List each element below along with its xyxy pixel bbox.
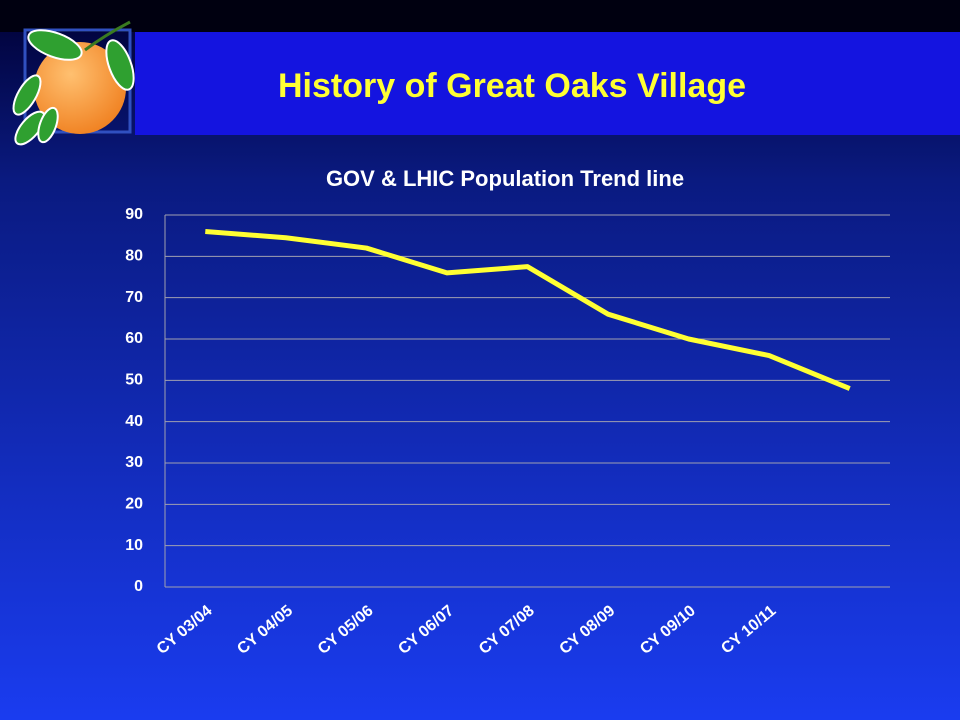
y-tick-label: 0 <box>134 578 143 595</box>
logo <box>12 20 135 146</box>
y-tick-label: 30 <box>125 454 143 471</box>
title-band <box>135 32 960 135</box>
y-tick-label: 90 <box>125 206 143 223</box>
trend-line <box>205 229 851 391</box>
y-tick-label: 20 <box>125 496 143 513</box>
top-bar <box>0 0 960 32</box>
slide-title: History of Great Oaks Village <box>278 67 746 105</box>
y-tick-label: 40 <box>125 413 143 430</box>
y-tick-label: 60 <box>125 330 143 347</box>
y-tick-label: 10 <box>125 537 143 554</box>
y-tick-label: 80 <box>125 248 143 265</box>
chart-title: GOV & LHIC Population Trend line <box>326 166 684 191</box>
y-tick-label: 50 <box>125 372 143 389</box>
y-tick-label: 70 <box>125 289 143 306</box>
